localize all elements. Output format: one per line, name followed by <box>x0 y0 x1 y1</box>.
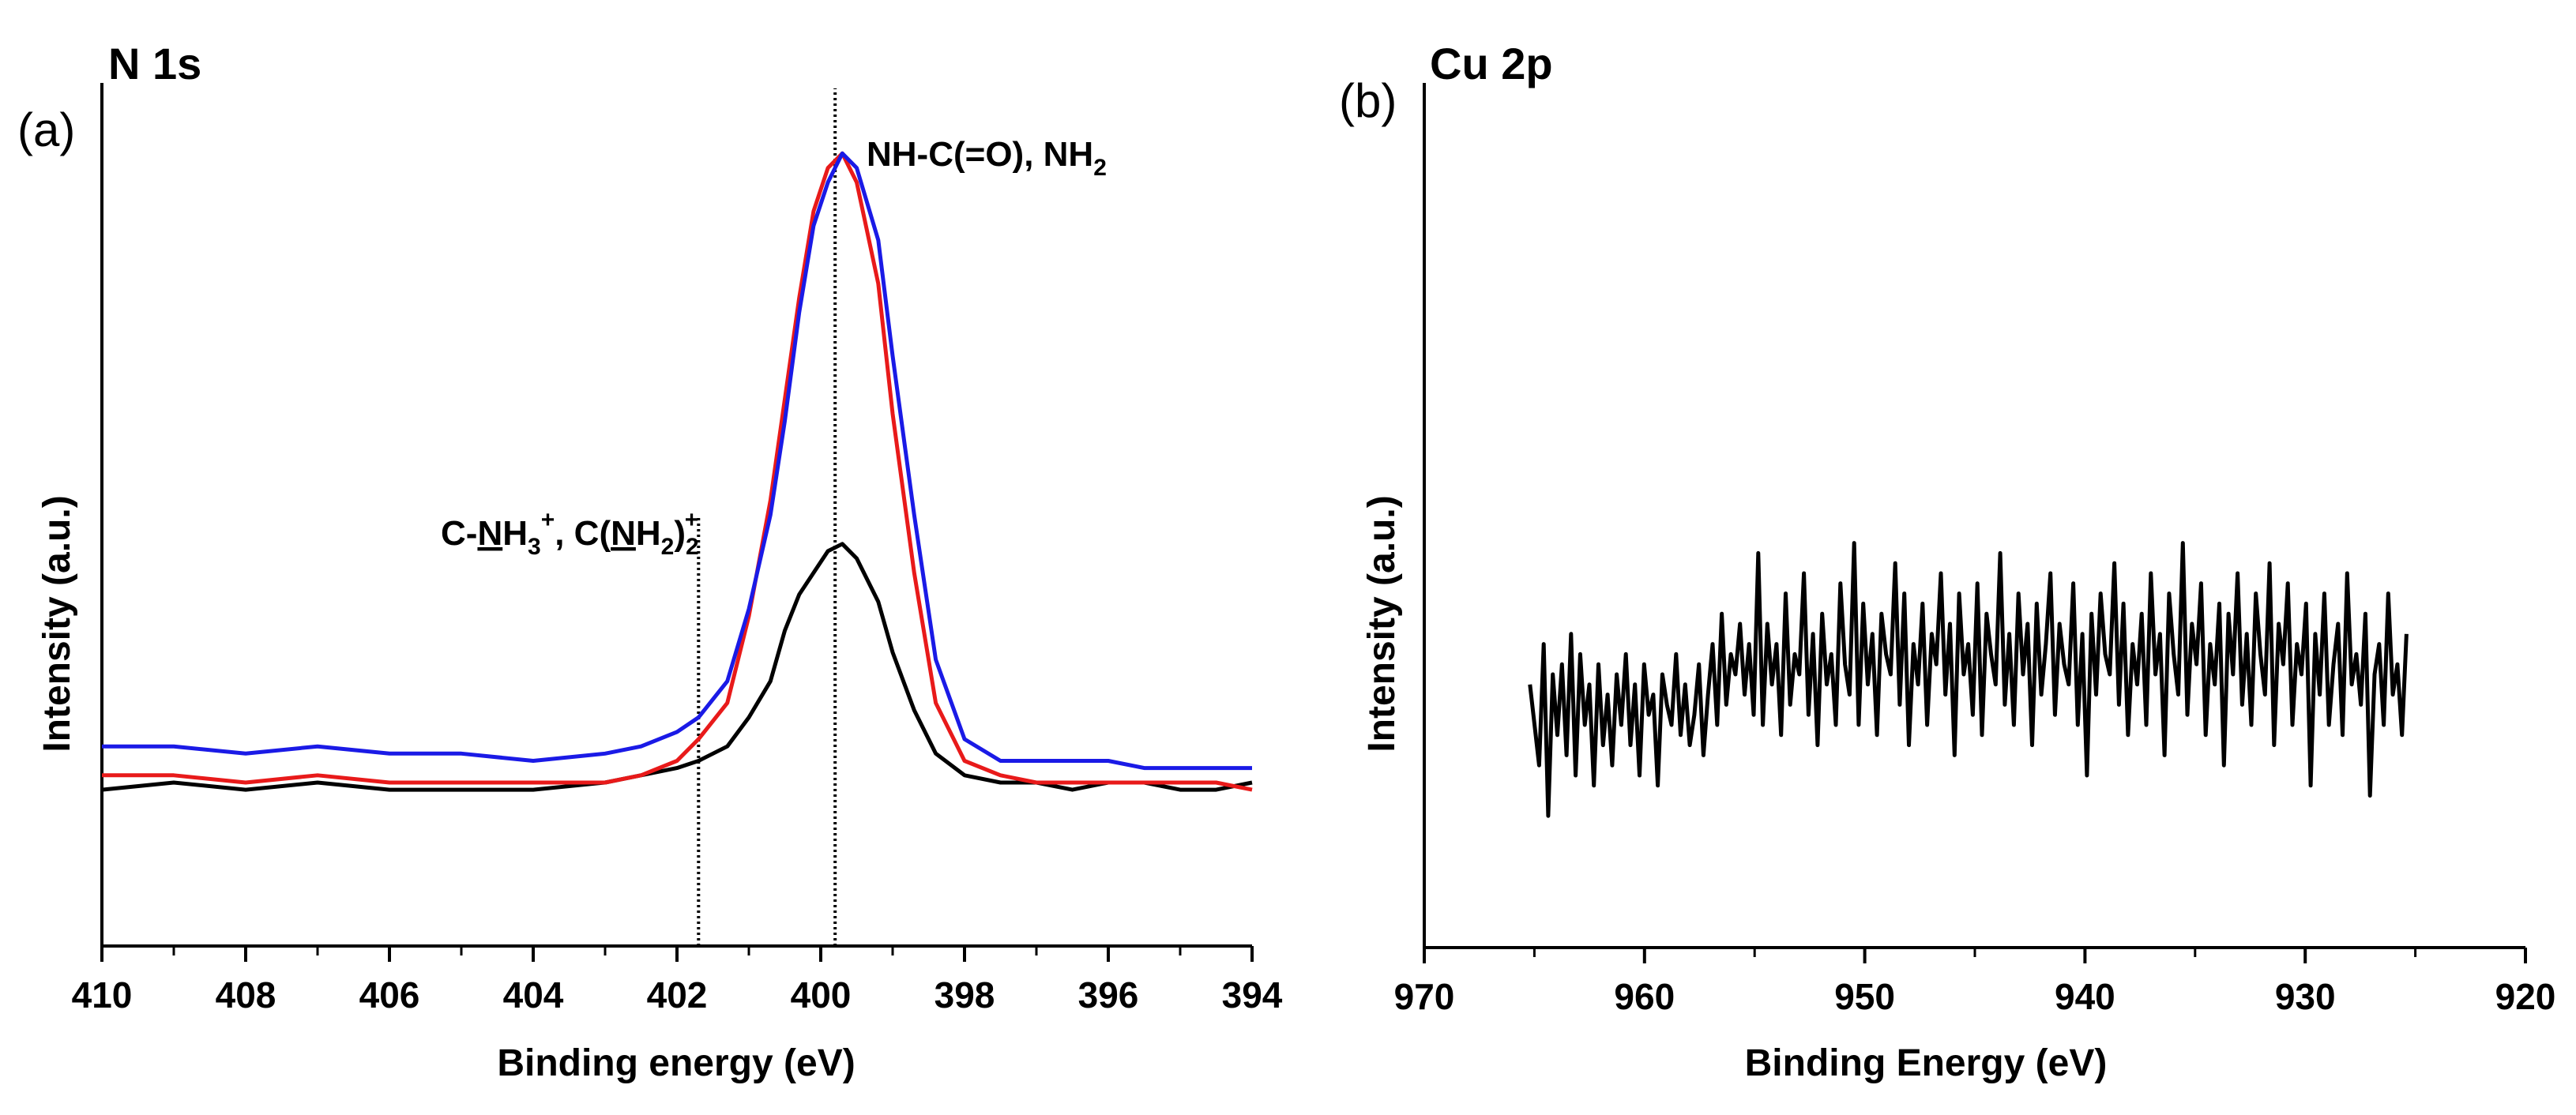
panel-a-reference-lines <box>697 88 837 946</box>
panel-b-title: Cu 2p <box>1430 39 1553 88</box>
x-tick-label: 404 <box>503 974 564 1016</box>
x-tick-label: 398 <box>935 974 995 1016</box>
series-line-red <box>102 151 1253 792</box>
panel-a-letter: (a) <box>17 103 75 156</box>
panel-a-series <box>101 151 1253 792</box>
x-tick-label: 960 <box>1614 976 1675 1017</box>
panel-a-x-axis-title: Binding energy (eV) <box>497 1042 855 1084</box>
panel-b-y-axis-title: Intensity (a.u.) <box>1361 495 1403 752</box>
x-tick-label: 950 <box>1834 976 1895 1017</box>
x-tick-label: 930 <box>2275 976 2336 1017</box>
panel-a-y-axis-title: Intensity (a.u.) <box>36 495 78 752</box>
series-line-blue <box>102 151 1252 771</box>
series-line-black <box>101 542 1253 792</box>
panel-a-title: N 1s <box>108 39 201 88</box>
panel-a-n1s: (a) N 1s Intensity (a.u.) Binding energy… <box>17 39 1283 1084</box>
x-tick-label: 920 <box>2495 976 2556 1017</box>
panel-b-cu2p: (b) Cu 2p Intensity (a.u.) Binding Energ… <box>1339 39 2555 1084</box>
x-tick-label: 406 <box>359 974 420 1016</box>
x-tick-label: 940 <box>2055 976 2115 1017</box>
panel-b-series <box>1528 541 2409 818</box>
x-tick-label: 970 <box>1394 976 1455 1017</box>
x-tick-label: 402 <box>647 974 708 1016</box>
x-tick-label: 396 <box>1078 974 1139 1016</box>
panel-b-x-ticks: 970 960 950 940 930 920 <box>1394 948 2556 1017</box>
x-tick-label: 408 <box>216 974 276 1016</box>
x-tick-label: 394 <box>1222 974 1283 1016</box>
x-tick-label: 400 <box>791 974 852 1016</box>
x-tick-label: 410 <box>72 974 133 1016</box>
series-line-cu-2p <box>1528 541 2409 818</box>
annotation-amide-label: NH-C(=O), NH2 <box>867 135 1107 181</box>
panel-b-x-axis-title: Binding Energy (eV) <box>1745 1042 2108 1084</box>
panel-b-letter: (b) <box>1339 74 1397 127</box>
annotation-amine-cation-label: C-NH3+, C(NH2)2+ <box>441 507 699 560</box>
panel-a-x-ticks: 410 408 406 404 402 400 398 396 394 <box>72 946 1283 1016</box>
